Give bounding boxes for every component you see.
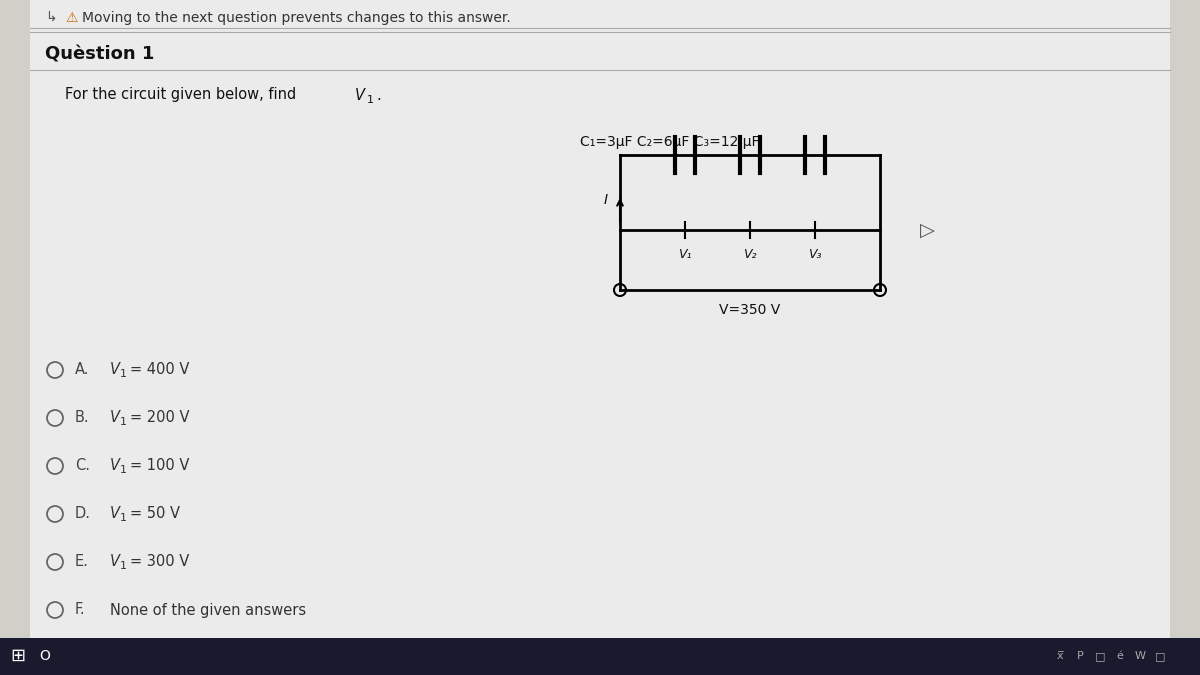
Text: V: V	[355, 88, 365, 103]
Text: C.: C.	[74, 458, 90, 473]
Text: W: W	[1134, 651, 1146, 661]
Text: V: V	[110, 554, 120, 570]
Text: O: O	[40, 649, 50, 663]
Text: V₁: V₁	[678, 248, 691, 261]
Text: = 400 V: = 400 V	[130, 362, 190, 377]
Text: B.: B.	[74, 410, 90, 425]
Text: 1: 1	[120, 513, 127, 523]
Text: D.: D.	[74, 506, 91, 522]
Text: Moving to the next question prevents changes to this answer.: Moving to the next question prevents cha…	[82, 11, 511, 25]
Text: P: P	[1076, 651, 1084, 661]
Text: A.: A.	[74, 362, 90, 377]
Text: V=350 V: V=350 V	[719, 303, 781, 317]
Text: ⊞: ⊞	[11, 647, 25, 665]
Text: .: .	[376, 88, 380, 103]
Text: F.: F.	[74, 603, 85, 618]
Text: None of the given answers: None of the given answers	[110, 603, 306, 618]
Text: V: V	[110, 362, 120, 377]
Text: 1: 1	[120, 561, 127, 571]
Text: x̅: x̅	[1057, 651, 1063, 661]
Text: 1: 1	[120, 369, 127, 379]
Text: = 50 V: = 50 V	[130, 506, 180, 522]
Text: I: I	[604, 193, 608, 207]
Text: V₂: V₂	[743, 248, 757, 261]
Text: For the circuit given below, find: For the circuit given below, find	[65, 88, 301, 103]
Text: = 200 V: = 200 V	[130, 410, 190, 425]
Bar	[0, 638, 1200, 675]
Text: 1: 1	[120, 417, 127, 427]
Text: ▷: ▷	[920, 221, 935, 240]
Text: □: □	[1094, 651, 1105, 661]
Text: ↳: ↳	[46, 11, 56, 25]
Text: V: V	[110, 506, 120, 522]
Text: V: V	[110, 410, 120, 425]
Text: V₃: V₃	[809, 248, 822, 261]
Text: E.: E.	[74, 554, 89, 570]
Text: □: □	[1154, 651, 1165, 661]
Text: 1: 1	[367, 95, 374, 105]
Text: = 100 V: = 100 V	[130, 458, 190, 473]
Text: é: é	[1116, 651, 1123, 661]
Text: C₁=3μF C₂=6μF C₃=12 μF: C₁=3μF C₂=6μF C₃=12 μF	[580, 135, 760, 149]
Text: = 300 V: = 300 V	[130, 554, 190, 570]
Text: ⚠: ⚠	[65, 11, 78, 25]
Text: 1: 1	[120, 465, 127, 475]
Text: Quèstion 1: Quèstion 1	[46, 46, 155, 64]
Text: V: V	[110, 458, 120, 473]
